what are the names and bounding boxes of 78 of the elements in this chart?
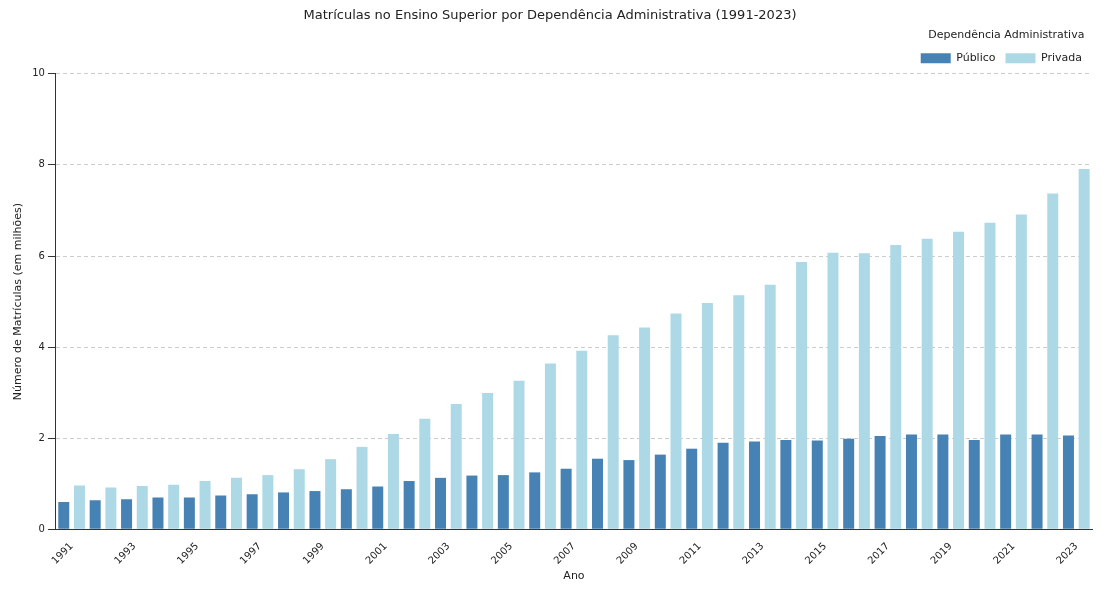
bar	[387, 434, 399, 529]
bar	[733, 295, 745, 529]
bar	[780, 440, 792, 529]
bar	[450, 404, 462, 529]
legend-label: Privada	[1041, 51, 1083, 65]
bar	[168, 484, 180, 529]
bar	[152, 497, 164, 529]
bar	[199, 481, 211, 529]
bar	[183, 497, 195, 529]
bar	[58, 501, 70, 529]
bar	[921, 238, 933, 529]
bar	[1062, 435, 1074, 529]
bar	[686, 448, 698, 529]
bar	[121, 499, 133, 529]
bar	[419, 418, 431, 529]
bar	[670, 313, 682, 529]
bar	[340, 489, 352, 529]
bar	[278, 492, 290, 529]
bar	[309, 491, 321, 529]
bar	[544, 363, 556, 529]
bar	[1047, 193, 1059, 529]
bar	[293, 469, 305, 529]
bar	[968, 440, 980, 529]
bar	[356, 446, 368, 529]
bar	[639, 327, 651, 529]
bar	[1000, 434, 1012, 529]
bar	[466, 475, 478, 529]
bar	[717, 442, 729, 529]
bar	[136, 486, 148, 529]
y-axis-title: Número de Matrículas (em milhões)	[11, 202, 25, 401]
bar	[1015, 214, 1027, 529]
bar	[890, 245, 902, 529]
bar	[435, 477, 447, 529]
bar	[827, 252, 839, 529]
legend-label: Público	[956, 51, 996, 65]
bar	[796, 261, 808, 529]
y-tick-label: 0	[38, 522, 45, 534]
bar	[905, 434, 917, 529]
legend-title: Dependência Administrativa	[928, 27, 1085, 41]
bar	[843, 438, 855, 529]
bar	[105, 487, 117, 529]
y-tick-label: 8	[38, 158, 45, 170]
bar	[529, 472, 541, 529]
bar	[953, 231, 965, 529]
bar	[246, 494, 258, 529]
bar	[701, 302, 713, 529]
bar	[325, 459, 337, 529]
bar	[623, 460, 635, 529]
bar	[764, 284, 776, 529]
bar	[858, 253, 870, 529]
bar	[607, 335, 619, 529]
bar	[262, 475, 274, 529]
y-tick-label: 2	[38, 431, 45, 443]
bar	[749, 441, 760, 529]
bar	[73, 485, 85, 529]
bar	[215, 495, 227, 529]
bar	[984, 222, 996, 529]
bar	[576, 350, 588, 529]
bar	[1078, 169, 1090, 529]
y-tick-label: 6	[38, 249, 45, 261]
bar	[403, 481, 415, 529]
bar	[874, 435, 886, 529]
bar	[592, 458, 603, 529]
bar	[89, 500, 101, 529]
x-axis-title: Ano	[563, 569, 585, 583]
bar	[654, 454, 666, 529]
bar	[230, 477, 242, 529]
bar	[482, 393, 494, 529]
chart-title: Matrículas no Ensino Superior por Dependência Administrativa (1991-2023)	[303, 7, 797, 23]
y-tick-label: 4	[38, 340, 45, 352]
bar	[372, 486, 384, 529]
bar	[560, 468, 572, 529]
bar	[1031, 434, 1043, 529]
y-tick-label: 10	[32, 67, 45, 79]
bar	[497, 475, 509, 529]
bar	[513, 380, 525, 529]
bar	[937, 434, 949, 529]
bar	[811, 440, 823, 529]
